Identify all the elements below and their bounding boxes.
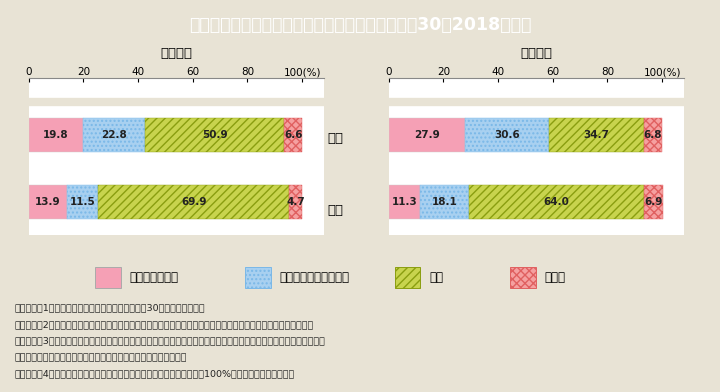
Text: 6.8: 6.8 <box>644 130 662 140</box>
Bar <box>289 185 302 218</box>
Text: 6.9: 6.9 <box>644 197 662 207</box>
Text: 4.7: 4.7 <box>287 197 305 207</box>
Bar <box>95 267 121 288</box>
Text: 女子: 女子 <box>328 132 343 145</box>
Bar <box>469 185 644 218</box>
Text: 13.9: 13.9 <box>35 197 60 207</box>
Text: 34.7: 34.7 <box>583 130 609 140</box>
Text: 18.1: 18.1 <box>431 197 457 207</box>
Bar <box>549 118 644 152</box>
Text: 3．「就職」には，大学等進学者，専修学校（専門課程）進学者，専修学校（一般課程）入学者，公共職業能: 3．「就職」には，大学等進学者，専修学校（専門課程）進学者，専修学校（一般課程）… <box>14 337 325 346</box>
Text: 大学・短期大学: 大学・短期大学 <box>130 271 179 284</box>
Bar <box>389 185 420 218</box>
Text: 11.3: 11.3 <box>392 197 417 207</box>
Bar <box>644 118 662 152</box>
Bar <box>389 118 465 152</box>
Bar <box>98 185 289 218</box>
Text: 30.6: 30.6 <box>494 130 520 140</box>
Text: 11.5: 11.5 <box>70 197 95 207</box>
Text: 22.8: 22.8 <box>102 130 127 140</box>
Bar <box>83 118 145 152</box>
Bar <box>145 118 284 152</box>
Text: 69.9: 69.9 <box>181 197 207 207</box>
Bar <box>465 118 549 152</box>
Text: 64.0: 64.0 <box>544 197 570 207</box>
Bar <box>67 185 98 218</box>
Text: 男子: 男子 <box>328 204 343 217</box>
Text: ＜工業＞: ＜工業＞ <box>161 47 192 60</box>
Bar <box>644 185 663 218</box>
Text: （備考）　1．文部科学省「学校基本統計」（平成30年度）より作成。: （備考） 1．文部科学省「学校基本統計」（平成30年度）より作成。 <box>14 304 205 313</box>
Bar <box>245 267 271 288</box>
Bar <box>29 185 67 218</box>
Bar <box>420 185 469 218</box>
Text: 6.6: 6.6 <box>284 130 302 140</box>
Bar <box>284 118 302 152</box>
Text: 19.8: 19.8 <box>43 130 68 140</box>
Text: 力開発施設等入学者のうち就職している者も含む。: 力開発施設等入学者のうち就職している者も含む。 <box>14 353 187 362</box>
Bar <box>510 267 536 288</box>
Text: 4．割合については，小数点第二位を四捨五入しているため，100%とならないことがある。: 4．割合については，小数点第二位を四捨五入しているため，100%とならないことが… <box>14 370 294 379</box>
Text: 専修学校（専門課程）: 専修学校（専門課程） <box>279 271 349 284</box>
Bar <box>29 118 83 152</box>
Text: ＜家庭＞: ＜家庭＞ <box>521 47 552 60</box>
Text: 2．「その他」は，「専修学校（一般課程）等入学者」，「公共職業能力開発施設等入学者」等の人数。: 2．「その他」は，「専修学校（一般課程）等入学者」，「公共職業能力開発施設等入学… <box>14 320 314 329</box>
Text: 図表２　工業科・家庭科における進路状況（平成30（2018）年）: 図表２ 工業科・家庭科における進路状況（平成30（2018）年） <box>189 16 531 34</box>
Text: その他: その他 <box>544 271 565 284</box>
Bar <box>395 267 420 288</box>
Text: 就職: 就職 <box>429 271 443 284</box>
Text: 50.9: 50.9 <box>202 130 228 140</box>
Text: 27.9: 27.9 <box>414 130 440 140</box>
